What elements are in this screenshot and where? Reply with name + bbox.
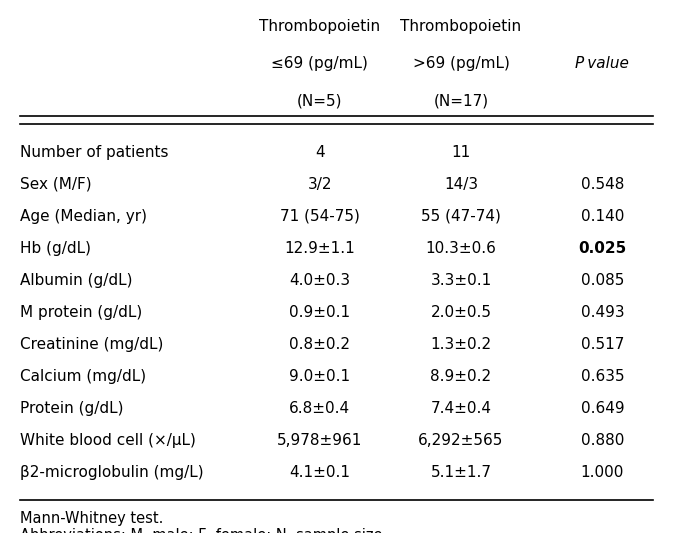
Text: 0.548: 0.548 xyxy=(581,177,624,192)
Text: Hb (g/dL): Hb (g/dL) xyxy=(20,241,91,256)
Text: 55 (47-74): 55 (47-74) xyxy=(421,209,501,224)
Text: 6,292±565: 6,292±565 xyxy=(419,433,503,448)
Text: 11: 11 xyxy=(452,145,470,160)
Text: 6.8±0.4: 6.8±0.4 xyxy=(289,401,350,416)
Text: 1.3±0.2: 1.3±0.2 xyxy=(431,337,491,352)
Text: 9.0±0.1: 9.0±0.1 xyxy=(289,369,350,384)
Text: 0.025: 0.025 xyxy=(578,241,627,256)
Text: 3/2: 3/2 xyxy=(308,177,332,192)
Text: 10.3±0.6: 10.3±0.6 xyxy=(425,241,497,256)
Text: 14/3: 14/3 xyxy=(444,177,478,192)
Text: Sex (M/F): Sex (M/F) xyxy=(20,177,92,192)
Text: 0.517: 0.517 xyxy=(581,337,624,352)
Text: 0.493: 0.493 xyxy=(581,305,624,320)
Text: M protein (g/dL): M protein (g/dL) xyxy=(20,305,143,320)
Text: P value: P value xyxy=(575,56,629,71)
Text: 5.1±1.7: 5.1±1.7 xyxy=(431,465,491,480)
Text: Protein (g/dL): Protein (g/dL) xyxy=(20,401,124,416)
Text: 8.9±0.2: 8.9±0.2 xyxy=(431,369,491,384)
Text: 4.1±0.1: 4.1±0.1 xyxy=(289,465,350,480)
Text: 4.0±0.3: 4.0±0.3 xyxy=(289,273,350,288)
Text: β2-microglobulin (mg/L): β2-microglobulin (mg/L) xyxy=(20,465,204,480)
Text: 4: 4 xyxy=(315,145,324,160)
Text: Number of patients: Number of patients xyxy=(20,145,169,160)
Text: 3.3±0.1: 3.3±0.1 xyxy=(430,273,492,288)
Text: 2.0±0.5: 2.0±0.5 xyxy=(431,305,491,320)
Text: 0.635: 0.635 xyxy=(581,369,624,384)
Text: Calcium (mg/dL): Calcium (mg/dL) xyxy=(20,369,146,384)
Text: (N=5): (N=5) xyxy=(297,93,343,108)
Text: Abbreviations: M, male; F, female; N, sample size.: Abbreviations: M, male; F, female; N, sa… xyxy=(20,528,388,533)
Text: Albumin (g/dL): Albumin (g/dL) xyxy=(20,273,133,288)
Text: 1.000: 1.000 xyxy=(581,465,624,480)
Text: 0.085: 0.085 xyxy=(581,273,624,288)
Text: 0.9±0.1: 0.9±0.1 xyxy=(289,305,350,320)
Text: Age (Median, yr): Age (Median, yr) xyxy=(20,209,147,224)
Text: 71 (54-75): 71 (54-75) xyxy=(280,209,359,224)
Text: Creatinine (mg/dL): Creatinine (mg/dL) xyxy=(20,337,164,352)
Text: 12.9±1.1: 12.9±1.1 xyxy=(284,241,355,256)
Text: Mann-Whitney test.: Mann-Whitney test. xyxy=(20,511,164,526)
Text: ≤69 (pg/mL): ≤69 (pg/mL) xyxy=(271,56,368,71)
Text: >69 (pg/mL): >69 (pg/mL) xyxy=(413,56,509,71)
Text: 5,978±961: 5,978±961 xyxy=(277,433,362,448)
Text: 7.4±0.4: 7.4±0.4 xyxy=(431,401,491,416)
Text: Thrombopoietin: Thrombopoietin xyxy=(400,19,522,34)
Text: 0.880: 0.880 xyxy=(581,433,624,448)
Text: Thrombopoietin: Thrombopoietin xyxy=(259,19,380,34)
Text: 0.649: 0.649 xyxy=(581,401,624,416)
Text: White blood cell (×/μL): White blood cell (×/μL) xyxy=(20,433,196,448)
Text: 0.140: 0.140 xyxy=(581,209,624,224)
Text: (N=17): (N=17) xyxy=(433,93,489,108)
Text: 0.8±0.2: 0.8±0.2 xyxy=(289,337,350,352)
